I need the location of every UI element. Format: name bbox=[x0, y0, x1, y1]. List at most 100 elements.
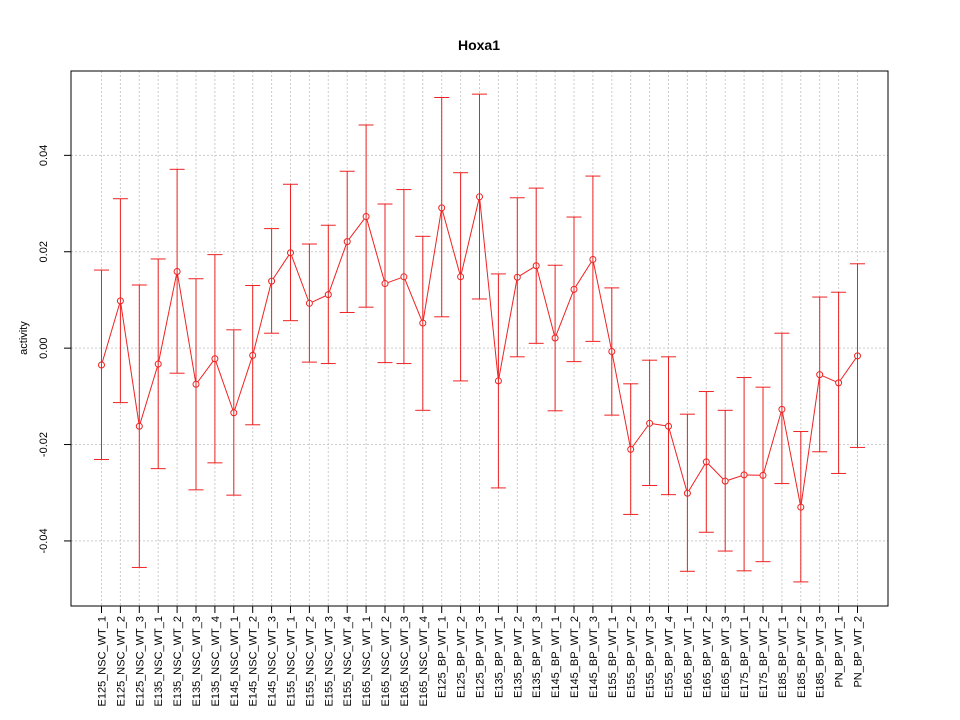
series-line-segment bbox=[519, 266, 534, 277]
series-line-segment bbox=[101, 303, 121, 363]
series-line-segment bbox=[536, 268, 555, 336]
series-line-segment bbox=[328, 244, 347, 292]
data-point bbox=[532, 262, 540, 270]
data-point bbox=[305, 299, 313, 307]
error-bar bbox=[585, 175, 601, 342]
error-bar bbox=[207, 254, 223, 464]
data-point bbox=[665, 422, 672, 430]
error-bar bbox=[679, 413, 695, 572]
x-tick-label: E165_NSC_WT_2 bbox=[380, 616, 392, 707]
series-line-segment bbox=[422, 210, 442, 321]
x-tick-label: E155_BP_WT_4 bbox=[664, 616, 676, 698]
series-line-segment bbox=[442, 210, 461, 275]
series-line-segment bbox=[197, 360, 214, 383]
error-bar bbox=[812, 296, 828, 453]
y-tick-label: -0.04 bbox=[38, 528, 50, 553]
x-tick-label: E155_BP_WT_3 bbox=[645, 616, 657, 698]
error-bar bbox=[472, 93, 487, 300]
series-line-segment bbox=[611, 354, 631, 447]
series-line-segment bbox=[234, 358, 253, 411]
series-line-segment bbox=[158, 274, 177, 362]
error-bar bbox=[774, 332, 790, 485]
error-bar bbox=[188, 278, 204, 491]
y-tick-label: -0.02 bbox=[38, 432, 50, 457]
series-line-segment bbox=[311, 295, 326, 303]
x-tick-label: E165_NSC_WT_4 bbox=[418, 616, 430, 707]
series-line-segment bbox=[632, 425, 649, 448]
data-point bbox=[513, 273, 521, 281]
data-point bbox=[400, 273, 408, 281]
x-tick-label: E155_BP_WT_2 bbox=[626, 616, 638, 698]
y-axis: -0.04 -0.02 0.00 0.02 0.04 bbox=[38, 145, 72, 553]
x-tick-label: E135_BP_WT_2 bbox=[512, 616, 524, 698]
data-point bbox=[551, 334, 559, 342]
data-point bbox=[438, 204, 446, 212]
y-tick-label: 0.00 bbox=[38, 337, 50, 358]
data-points bbox=[98, 193, 861, 511]
error-bar bbox=[604, 287, 620, 416]
series-line-segment bbox=[781, 412, 801, 505]
x-tick-label: E145_NSC_WT_2 bbox=[248, 616, 260, 707]
series-line-segment bbox=[404, 279, 423, 321]
x-tick-label: E125_NSC_WT_2 bbox=[115, 616, 127, 707]
data-point bbox=[154, 360, 162, 368]
error-bar bbox=[112, 198, 128, 404]
x-tick-label: E165_BP_WT_1 bbox=[682, 616, 694, 698]
series-line-segment bbox=[800, 377, 820, 505]
x-tick-label: E165_BP_WT_3 bbox=[720, 616, 732, 698]
error-bar bbox=[396, 189, 412, 365]
series-line-segment bbox=[460, 199, 480, 275]
chart-title: Hoxa1 bbox=[458, 37, 500, 53]
error-bar bbox=[547, 264, 563, 412]
error-bar bbox=[283, 183, 298, 322]
data-point bbox=[381, 280, 389, 288]
x-tick-label: E145_NSC_WT_1 bbox=[229, 616, 241, 707]
x-tick-label: E125_BP_WT_2 bbox=[456, 616, 468, 698]
x-tick-label: E145_NSC_WT_3 bbox=[267, 616, 279, 707]
error-bar bbox=[623, 383, 639, 515]
x-tick-label: E145_BP_WT_1 bbox=[550, 616, 562, 698]
series-line-segment bbox=[727, 475, 742, 481]
x-tick-label: PN_BP_WT_1 bbox=[834, 616, 846, 688]
data-point bbox=[211, 355, 219, 363]
data-point bbox=[287, 249, 294, 257]
data-point bbox=[268, 277, 276, 285]
series-line-segment bbox=[139, 366, 158, 424]
series-line-segment bbox=[479, 199, 499, 378]
series-line-segment bbox=[252, 283, 272, 353]
data-point bbox=[778, 405, 786, 413]
series-line-segment bbox=[387, 277, 402, 284]
x-tick-label: E185_BP_WT_1 bbox=[777, 616, 789, 698]
series-line-segment bbox=[839, 358, 857, 381]
data-point bbox=[740, 471, 748, 479]
data-point bbox=[759, 471, 767, 479]
error-bar bbox=[434, 97, 450, 318]
error-bar bbox=[150, 258, 166, 470]
x-tick-label: E165_NSC_WT_3 bbox=[399, 616, 411, 707]
x-tick-label: E125_BP_WT_3 bbox=[475, 616, 487, 698]
y-tick-label: 0.02 bbox=[38, 241, 50, 262]
error-bar bbox=[169, 168, 185, 374]
y-tick-label: 0.04 bbox=[38, 145, 50, 166]
error-bar bbox=[358, 124, 374, 308]
data-point bbox=[135, 422, 143, 430]
x-tick-label: E155_NSC_WT_4 bbox=[342, 616, 354, 707]
error-bar bbox=[264, 228, 280, 334]
error-bar bbox=[245, 284, 261, 426]
series-line-segment bbox=[177, 274, 196, 382]
data-point bbox=[589, 255, 597, 263]
data-point bbox=[816, 371, 824, 379]
error-bar bbox=[698, 391, 714, 533]
data-point bbox=[324, 291, 332, 299]
error-bar bbox=[415, 235, 431, 411]
x-tick-label: E165_BP_WT_2 bbox=[701, 616, 713, 698]
x-tick-label: E155_NSC_WT_2 bbox=[304, 616, 316, 707]
y-axis-label: activity bbox=[18, 321, 30, 355]
error-bar bbox=[490, 273, 506, 489]
series-line-segment bbox=[708, 463, 724, 480]
error-bar bbox=[453, 172, 469, 382]
data-point bbox=[362, 213, 370, 221]
error-bar bbox=[642, 359, 658, 487]
x-tick-label: PN_BP_WT_2 bbox=[853, 616, 865, 688]
